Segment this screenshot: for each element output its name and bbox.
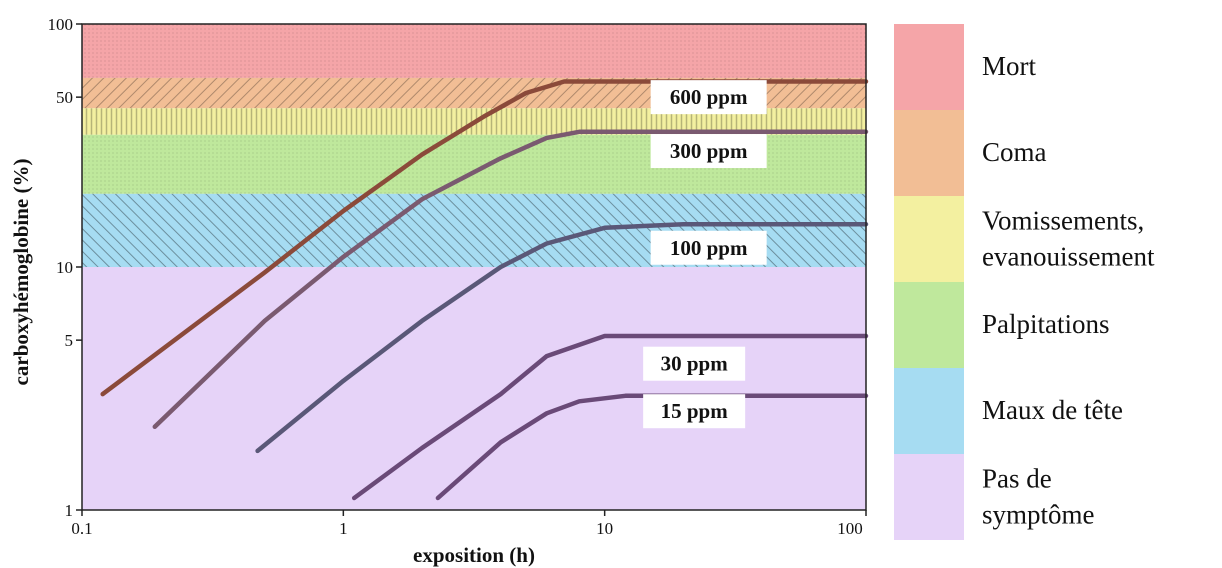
series-label-bg-2 (650, 134, 767, 169)
legend-item-3: Vomissements, evanouissement (894, 196, 1214, 282)
legend-swatch (894, 24, 964, 110)
legend-item-5: Maux de tête (894, 368, 1214, 454)
y-tick-label-2: 5 (65, 331, 74, 350)
legend-swatch (894, 196, 964, 282)
legend-item-1: Mort (894, 24, 1214, 110)
legend-label: Vomissements, evanouissement (982, 205, 1155, 271)
band-6 (82, 267, 866, 510)
series-label-5: 15 ppm (661, 399, 729, 423)
series-label-bg-3 (650, 230, 767, 265)
legend-item-2: Coma (894, 110, 1214, 196)
series-label-3: 100 ppm (670, 236, 748, 260)
y-axis-title: carboxyhémoglobine (%) (9, 159, 33, 386)
x-tick-label-3: 10 (596, 519, 613, 538)
chart: 600 ppm 300 ppm 100 ppm 30 ppm 15 ppm 1 5 10 50… (9, 15, 869, 567)
legend-swatch (894, 454, 964, 540)
legend-label: Palpitations (982, 309, 1110, 340)
y-tick-label-5: 100 (48, 15, 74, 34)
legend-label: Maux de tête (982, 395, 1123, 426)
series-line-5 (435, 393, 869, 501)
legend-swatch (894, 282, 964, 368)
band-hatch-1 (82, 24, 866, 78)
series-line-4 (351, 333, 869, 501)
series-label-1: 600 ppm (670, 85, 748, 109)
series-label-bg-1 (650, 80, 767, 115)
series-line-2 (152, 129, 869, 430)
legend-item-4: Palpitations (894, 282, 1214, 368)
x-tick-label-4: 100 (837, 519, 863, 538)
series-label-4: 30 ppm (661, 352, 729, 376)
x-tick-label-1: 0.1 (71, 519, 92, 538)
legend-label: Coma (982, 137, 1047, 168)
y-tick-label-1: 1 (65, 501, 74, 520)
legend-swatch (894, 110, 964, 196)
legend-swatch (894, 368, 964, 454)
legend-item-6: Pas de symptôme (894, 454, 1214, 540)
series-label-bg-4 (643, 346, 746, 381)
series-line-3 (255, 221, 869, 454)
x-tick-label-2: 1 (339, 519, 348, 538)
legend-label: Pas de symptôme (982, 463, 1095, 529)
x-axis-title: exposition (h) (413, 543, 535, 567)
y-tick-label-4: 50 (56, 88, 73, 107)
series-label-bg-5 (643, 394, 746, 429)
series-label-2: 300 ppm (670, 139, 748, 163)
y-tick-label-3: 10 (56, 258, 73, 277)
legend-label: Mort (982, 51, 1036, 82)
